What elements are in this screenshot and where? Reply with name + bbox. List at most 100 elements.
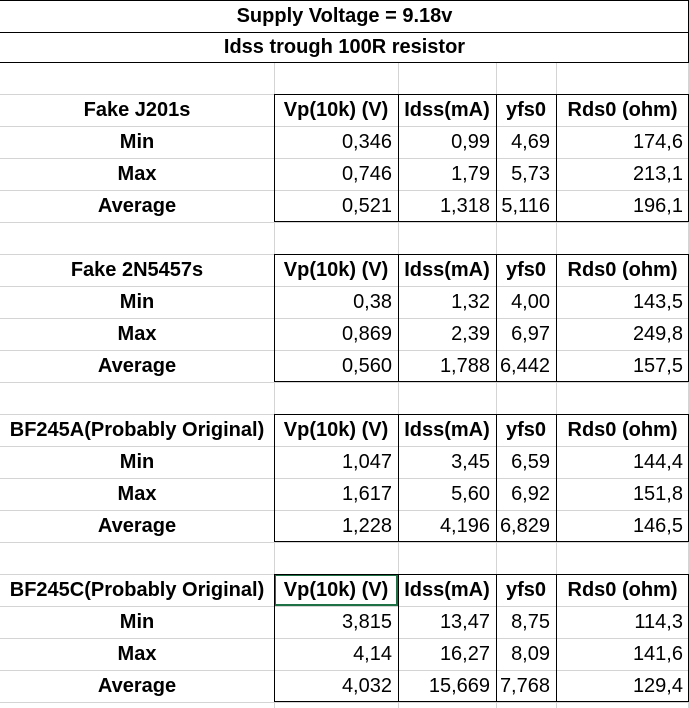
value-cell[interactable]: 5,73 [511,162,550,185]
block-name-cell[interactable]: BF245C(Probably Original) [9,578,265,601]
row-label-cell[interactable]: Average [97,514,177,537]
value-cell[interactable]: 144,4 [632,450,683,473]
value-cell[interactable]: 213,1 [632,162,683,185]
value-cell[interactable]: 114,3 [634,610,683,633]
value-cell[interactable]: 6,829 [499,514,550,537]
value-cell[interactable]: 1,32 [451,290,490,313]
value-cell[interactable]: 7,768 [499,674,550,697]
row-gridline [0,446,689,447]
value-cell[interactable]: 1,228 [341,514,392,537]
value-cell[interactable]: 146,5 [632,514,683,537]
value-cell[interactable]: 15,669 [428,674,490,697]
value-cell[interactable]: 196,1 [632,194,683,217]
table-border [398,94,399,222]
row-gridline [0,542,689,543]
column-header-cell[interactable]: Vp(10k) (V) [274,574,398,606]
column-header-cell[interactable]: Vp(10k) (V) [283,258,389,281]
value-cell[interactable]: 174,6 [632,130,683,153]
value-cell[interactable]: 249,8 [632,322,683,345]
row-label-cell[interactable]: Average [97,194,177,217]
value-cell[interactable]: 13,47 [439,610,490,633]
column-header-cell[interactable]: Rds0 (ohm) [567,578,678,601]
column-header-cell[interactable]: yfs0 [505,258,547,281]
column-header-cell[interactable]: Rds0 (ohm) [567,98,678,121]
value-cell[interactable]: 1,79 [451,162,490,185]
value-cell[interactable]: 0,521 [341,194,392,217]
value-cell[interactable]: 4,69 [511,130,550,153]
value-cell[interactable]: 0,38 [353,290,392,313]
value-cell[interactable]: 3,45 [451,450,490,473]
value-cell[interactable]: 143,5 [632,290,683,313]
value-cell[interactable]: 6,442 [499,354,550,377]
row-gridline [0,510,689,511]
column-header-cell[interactable]: Idss(mA) [404,418,490,441]
table-border [398,574,399,702]
value-cell[interactable]: 4,032 [341,674,392,697]
value-cell[interactable]: 157,5 [632,354,683,377]
title-supply-voltage[interactable]: Supply Voltage = 9.18v [236,4,453,27]
column-gridline [398,62,399,708]
block-name-cell[interactable]: Fake J201s [83,98,191,121]
value-cell[interactable]: 1,788 [439,354,490,377]
value-cell[interactable]: 2,39 [451,322,490,345]
row-label-cell[interactable]: Max [117,482,157,505]
column-header-cell[interactable]: Rds0 (ohm) [567,418,678,441]
title-border [0,62,689,63]
row-label-cell[interactable]: Min [119,450,155,473]
value-cell[interactable]: 129,4 [632,674,683,697]
row-label-cell[interactable]: Average [97,674,177,697]
column-header-cell[interactable]: Idss(mA) [404,578,490,601]
column-header-cell[interactable]: Vp(10k) (V) [283,418,389,441]
table-border [398,414,399,542]
value-cell[interactable]: 141,6 [632,642,683,665]
value-cell[interactable]: 16,27 [439,642,490,665]
value-cell[interactable]: 4,14 [353,642,392,665]
value-cell[interactable]: 151,8 [632,482,683,505]
block-name-cell[interactable]: BF245A(Probably Original) [9,418,265,441]
value-cell[interactable]: 6,92 [511,482,550,505]
row-label-cell[interactable]: Max [117,162,157,185]
column-header-cell[interactable]: Rds0 (ohm) [567,258,678,281]
table-border [496,254,497,382]
row-gridline [0,190,689,191]
value-cell[interactable]: 6,59 [511,450,550,473]
row-gridline [0,606,689,607]
value-cell[interactable]: 8,75 [511,610,550,633]
value-cell[interactable]: 4,196 [439,514,490,537]
row-label-cell[interactable]: Average [97,354,177,377]
block-name-cell[interactable]: Fake 2N5457s [70,258,204,281]
value-cell[interactable]: 1,047 [341,450,392,473]
value-cell[interactable]: 5,60 [451,482,490,505]
table-border [496,414,497,542]
row-gridline [0,222,689,223]
value-cell[interactable]: 6,97 [511,322,550,345]
column-header-cell[interactable]: yfs0 [505,98,547,121]
value-cell[interactable]: 0,560 [341,354,392,377]
value-cell[interactable]: 0,746 [341,162,392,185]
column-header-cell[interactable]: Idss(mA) [404,258,490,281]
row-label-cell[interactable]: Max [117,322,157,345]
row-gridline [0,702,689,703]
value-cell[interactable]: 4,00 [511,290,550,313]
column-header-cell[interactable]: Vp(10k) (V) [283,98,389,121]
row-label-cell[interactable]: Min [119,290,155,313]
column-header-cell[interactable]: Idss(mA) [404,98,490,121]
value-cell[interactable]: 1,318 [439,194,490,217]
value-cell[interactable]: 8,09 [511,642,550,665]
title-idss-resistor[interactable]: Idss trough 100R resistor [223,35,466,58]
table-border [496,574,497,702]
row-label-cell[interactable]: Max [117,642,157,665]
row-label-cell[interactable]: Min [119,610,155,633]
row-gridline [0,350,689,351]
value-cell[interactable]: 1,617 [341,482,392,505]
value-cell[interactable]: 5,116 [501,194,550,217]
value-cell[interactable]: 0,99 [451,130,490,153]
column-header-cell[interactable]: yfs0 [505,578,547,601]
column-header-cell[interactable]: yfs0 [505,418,547,441]
row-label-cell[interactable]: Min [119,130,155,153]
value-cell[interactable]: 0,869 [341,322,392,345]
title-border [0,32,689,33]
value-cell[interactable]: 0,346 [341,130,392,153]
value-cell[interactable]: 3,815 [341,610,392,633]
